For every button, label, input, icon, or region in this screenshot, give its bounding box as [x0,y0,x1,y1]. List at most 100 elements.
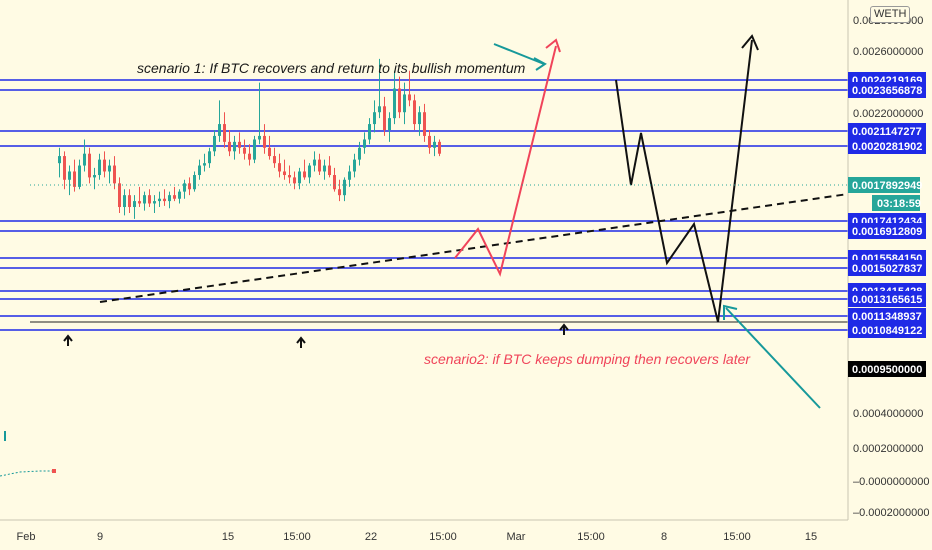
scenario1-annotation: scenario 1: If BTC recovers and return t… [137,60,526,76]
candle-body [93,175,96,178]
level-label-text: 0.0023656878 [852,85,922,97]
time-tick-label: Feb [17,531,36,543]
candle-body [183,183,186,192]
candle-body [438,141,441,154]
candle-body [303,171,306,178]
candle-body [363,139,366,148]
candle-body [143,195,146,204]
candle-body [288,175,291,178]
candle-body [118,183,121,208]
level-label-bg [848,138,926,154]
candle-body [368,124,371,140]
level-label-text: 0.0016912809 [852,226,922,238]
candle-body [378,106,381,113]
candle-body [238,141,241,148]
candle-body [278,163,281,172]
candle-body [108,165,111,172]
time-axis-ticks: Feb 9 15 15:00 22 15:00 Mar 15:00 8 15:00 15 [17,531,818,543]
countdown-label [872,195,920,211]
candle-body [163,198,166,202]
level-label-text: 0.0013165615 [852,294,922,306]
candle-body [228,141,231,152]
indicator-dot [52,469,56,473]
dashed-trendline [99,193,849,303]
candle-body [298,171,301,184]
indicator-line [0,470,55,477]
teal-arrow-bottom [725,307,821,409]
up-arrow-icon [559,323,569,335]
price-tick-label: 0.0026000000 [853,46,923,58]
candle-body [413,100,416,125]
candle-body [113,165,116,184]
candle-body [283,171,286,176]
candle-body [358,147,361,160]
candle-body [198,165,201,176]
highlight-price-label [848,361,926,377]
candle-body [353,159,356,172]
candle-body [333,175,336,190]
scenario2-path [615,39,753,323]
candle-body [433,141,436,148]
candle-body [253,139,256,160]
candle-body [188,183,191,190]
candle-body [383,106,386,130]
candle-body [248,153,251,160]
time-tick-label: Mar [507,531,526,543]
candle-body [373,112,376,125]
level-label-text: 0.0021147277 [852,126,922,138]
candle-body [428,135,431,148]
candle-body [223,124,226,142]
level-label-bg [848,308,926,324]
indicator-marker [4,431,6,441]
scenario2-arrowhead [741,34,759,51]
level-label-bg [848,123,926,139]
candle-body [398,88,401,113]
candle-body [233,141,236,152]
symbol-badge[interactable]: WETH [870,6,911,23]
level-label-text: 0.0010849122 [852,325,922,337]
level-label-bg [848,223,926,239]
time-tick-label: 15:00 [723,531,751,543]
candle-body [258,135,261,140]
candle-body [168,195,171,202]
up-arrow-icon [296,336,306,348]
time-tick-label: 15:00 [577,531,605,543]
candle-body [308,165,311,178]
price-tick-label: 0.0002000000 [853,443,923,455]
candle-body [418,112,421,125]
time-tick-label: 8 [661,531,667,543]
level-label-bg [848,260,926,276]
candle-body [178,191,181,199]
time-tick-label: 15:00 [429,531,457,543]
candle-body [328,165,331,176]
candle-body [148,195,151,204]
highlight-price-text: 0.0009500000 [852,364,922,376]
candle-body [153,201,156,204]
candle-body [83,153,86,166]
candle-body [268,147,271,157]
candle-body [338,189,341,196]
candle-body [423,112,426,136]
price-tick-label: 0.0022000000 [853,108,923,120]
candle-body [293,177,296,184]
level-label-text: 0.0020281902 [852,141,922,153]
level-lines [0,79,848,331]
scenario1-arrowhead [545,38,561,53]
time-tick-label: 15 [805,531,817,543]
candle-body [393,88,396,119]
candle-body [208,151,211,164]
price-tick-label: –0.0002000000 [853,507,929,519]
candle-body [133,201,136,208]
candle-body [73,171,76,187]
price-tick-label: 0.0004000000 [853,408,923,420]
candle-body [103,159,106,172]
time-tick-label: 22 [365,531,377,543]
candle-body [68,171,71,180]
candle-body [263,135,266,148]
scenario1-path [454,45,557,277]
price-tick-label: –0.0000000000 [853,476,929,488]
candle-body [318,159,321,172]
candle-body [173,195,176,199]
candle-body [58,156,61,164]
